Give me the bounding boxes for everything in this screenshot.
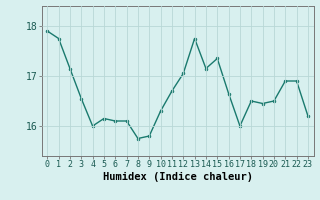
X-axis label: Humidex (Indice chaleur): Humidex (Indice chaleur) xyxy=(103,172,252,182)
